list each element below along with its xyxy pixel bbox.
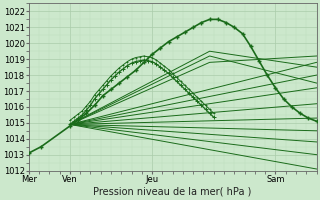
X-axis label: Pression niveau de la mer( hPa ): Pression niveau de la mer( hPa )	[93, 187, 252, 197]
